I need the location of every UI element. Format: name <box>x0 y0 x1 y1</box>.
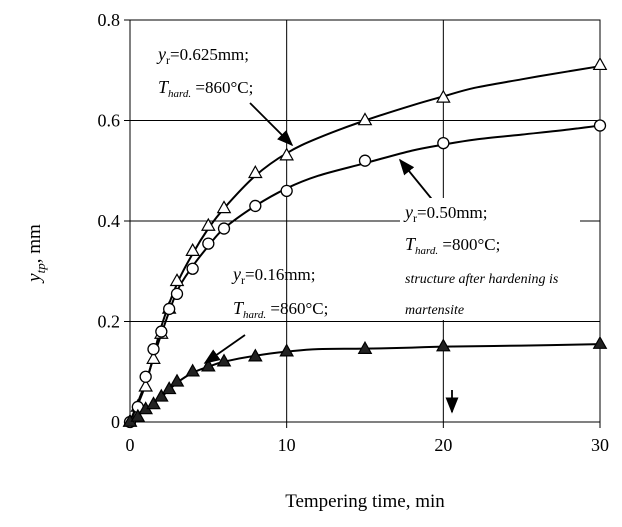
annotation-text: =0.16mm; <box>245 265 316 284</box>
annotation-text: =860°C; <box>191 78 253 97</box>
series-1-point <box>201 217 216 231</box>
series-2-point <box>593 119 607 132</box>
series-1-point <box>146 350 161 364</box>
series-1-point <box>436 89 451 103</box>
series-1-point <box>248 165 263 179</box>
annotation-line: structure after hardening is <box>405 272 559 287</box>
y-axis-label-rest: , mm <box>24 224 45 263</box>
annotation-text: T <box>158 77 170 97</box>
annotation-line: Thard. =860°C; <box>158 77 253 100</box>
series-3-point <box>201 358 216 372</box>
annotation-background <box>400 198 580 320</box>
annotation-b: yr=0.50mm;Thard. =800°C;structure after … <box>400 198 580 320</box>
series-1-point <box>138 378 153 392</box>
annotation-line: yr=0.50mm; <box>403 202 488 225</box>
series-2-point <box>217 222 231 235</box>
x-tick-label: 30 <box>591 435 609 455</box>
annotation-text: =0.625mm; <box>170 45 249 64</box>
x-tick-label: 10 <box>278 435 296 455</box>
series-2-point <box>147 342 160 356</box>
series-3-point <box>161 381 177 395</box>
y-axis-label: ytp, mm <box>24 224 48 284</box>
series-2-point <box>202 237 215 250</box>
series-3-point <box>185 363 200 377</box>
annotation-text: hard. <box>243 309 266 321</box>
series-3-point <box>169 373 185 387</box>
series-2-point <box>437 136 450 150</box>
y-tick-label: 0.6 <box>98 111 121 131</box>
annotations: yr=0.625mm;Thard. =860°C;yr=0.50mm;Thard… <box>156 44 580 321</box>
annotation-text: T <box>233 298 245 318</box>
annotation-line: yr=0.625mm; <box>156 44 249 67</box>
annotation-text: r <box>413 211 417 225</box>
arrow-to-series-1 <box>249 102 294 147</box>
annotation-text: y <box>231 264 241 284</box>
marker-layer <box>122 57 608 429</box>
series-3-point <box>248 348 263 362</box>
y-tick-label: 0.4 <box>98 211 121 231</box>
annotation-text: =860°C; <box>266 299 328 318</box>
series-1-point <box>169 273 185 287</box>
series-1-point <box>357 112 373 126</box>
y-tick-label: 0 <box>111 412 120 432</box>
annotation-line: martensite <box>405 303 464 318</box>
annotation-line: Thard. =800°C; <box>405 234 500 257</box>
y-axis-label-sub: tp <box>33 263 48 274</box>
series-3-point <box>130 408 146 422</box>
annotation-text: r <box>166 53 170 67</box>
annotation-text: hard. <box>415 245 438 257</box>
x-axis-label: Tempering time, min <box>285 491 445 512</box>
series-2-point <box>163 302 176 316</box>
annotation-text: =800°C; <box>438 235 500 254</box>
series-2-point <box>280 184 293 198</box>
annotation-text: y <box>156 44 166 64</box>
series-2-point <box>249 199 262 213</box>
y-axis-label-main: y <box>24 273 45 284</box>
annotation-text: structure after hardening is <box>405 272 559 287</box>
series-2-point <box>155 325 168 338</box>
series-1-point <box>185 242 200 256</box>
series-2-point <box>358 154 372 167</box>
annotation-text: r <box>241 273 245 287</box>
arrow-to-series-3 <box>203 334 246 364</box>
annotation-text: y <box>403 202 413 222</box>
y-tick-label: 0.2 <box>98 312 121 332</box>
series-3-point <box>279 343 294 357</box>
series-1-point <box>279 147 294 161</box>
annotation-line: Thard. =860°C; <box>233 298 328 321</box>
series-3-point <box>216 353 232 367</box>
series-2-point <box>186 262 199 275</box>
x-tick-label: 20 <box>434 435 452 455</box>
annotation-text: hard. <box>168 88 191 100</box>
series-1-point <box>592 57 608 71</box>
series-3-point <box>146 396 161 410</box>
series-1-point <box>216 200 232 214</box>
annotation-c: yr=0.16mm;Thard. =860°C; <box>231 264 328 321</box>
series-3-point <box>436 338 451 352</box>
annotation-text: =0.50mm; <box>417 203 488 222</box>
annotation-text: martensite <box>405 303 464 318</box>
series-3-point <box>592 335 608 349</box>
annotation-line: yr=0.16mm; <box>231 264 316 287</box>
annotation-arrows <box>203 102 459 414</box>
annotation-a: yr=0.625mm;Thard. =860°C; <box>156 44 253 100</box>
y-tick-label: 0.8 <box>98 10 121 30</box>
arrow-to-series-2 <box>398 158 436 204</box>
series-3-point <box>357 340 373 354</box>
x-tick-label: 0 <box>126 435 135 455</box>
series-2-point <box>170 287 184 301</box>
tick-labels: 0 0.2 0.4 0.6 0.8 0 10 20 30 <box>98 10 610 455</box>
annotation-text: T <box>405 234 417 254</box>
series-2-point <box>139 370 152 383</box>
series-3-point <box>154 388 169 402</box>
